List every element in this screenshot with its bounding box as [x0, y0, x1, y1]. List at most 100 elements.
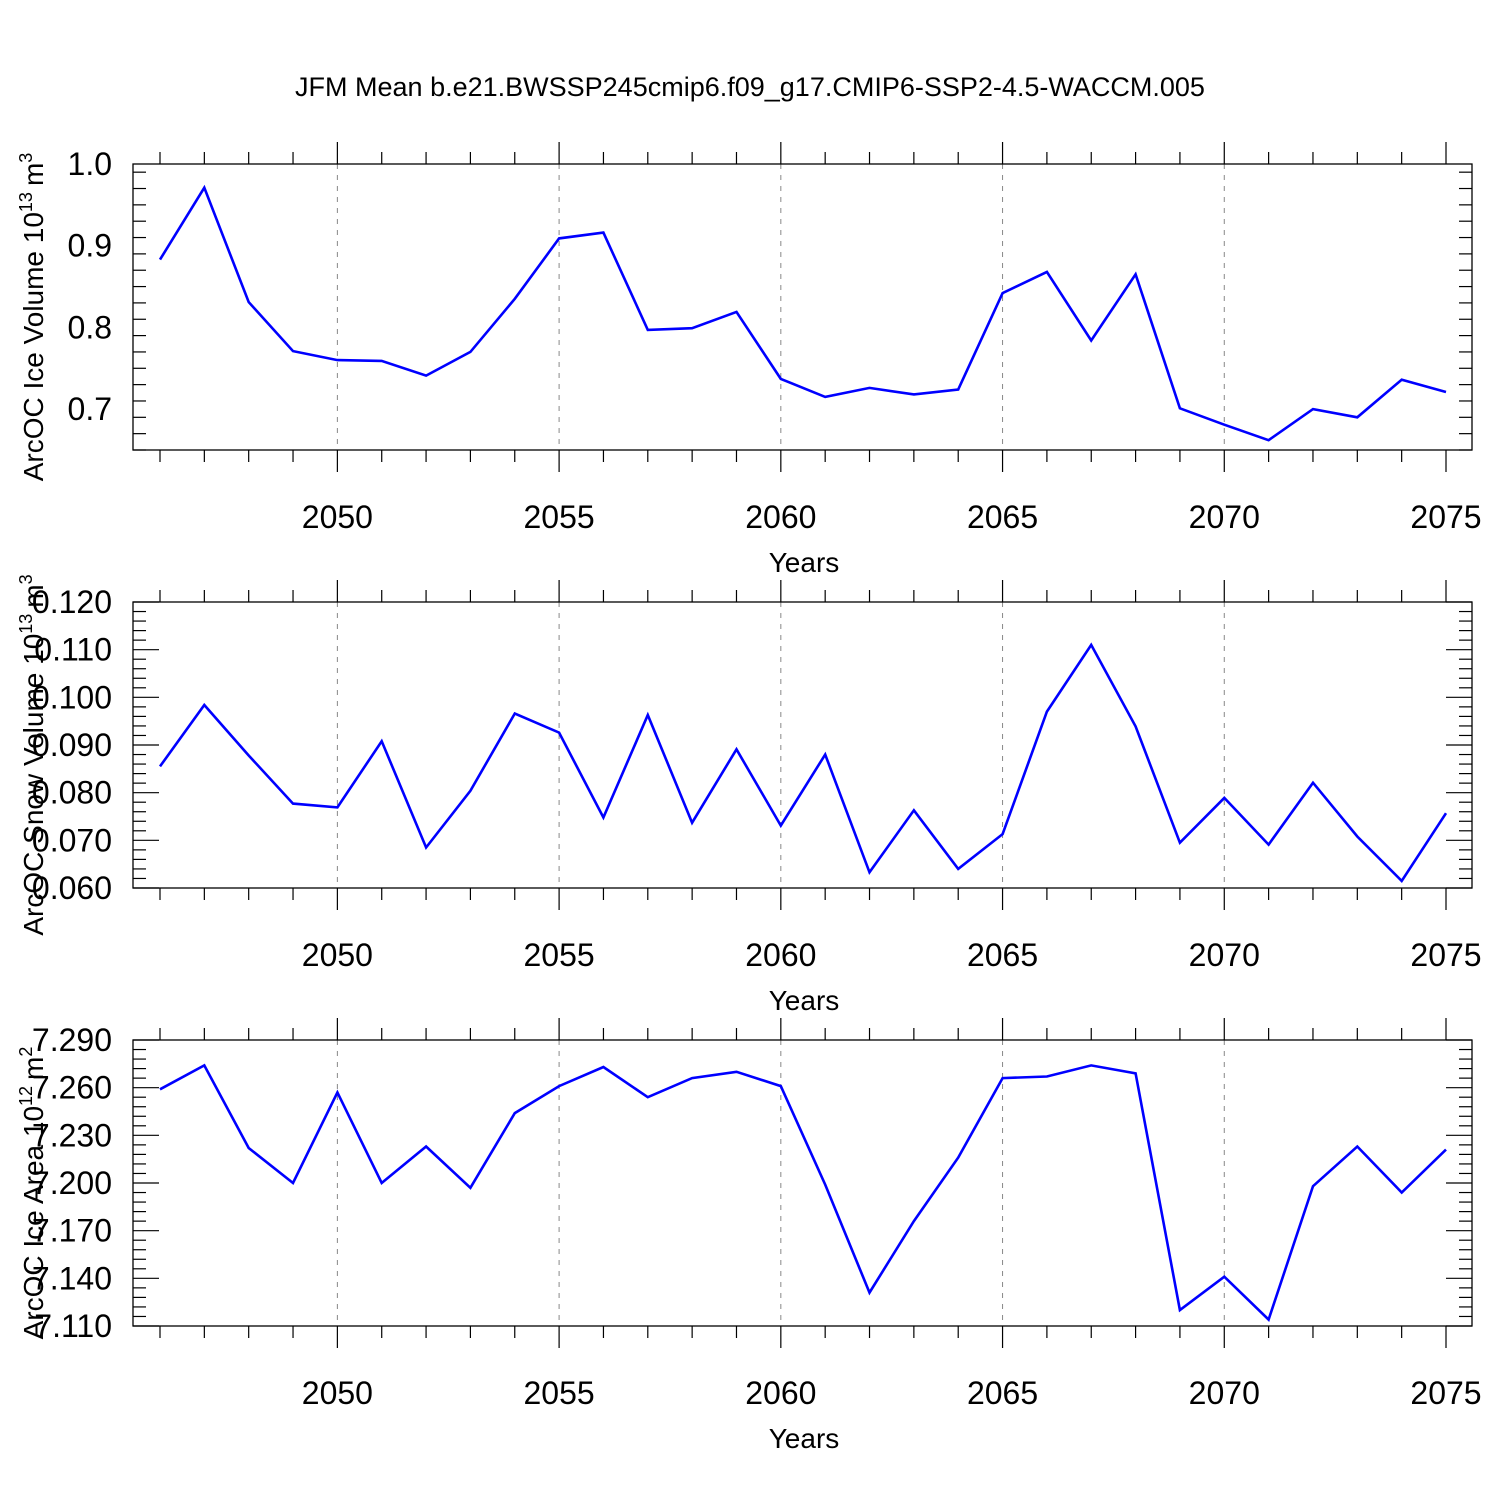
- data-point: [823, 753, 827, 757]
- chart-panel-1: 2050 2055 2060 2065 2070 2075 0.7 0.8 0.9 1.0 Year…: [16, 142, 1482, 578]
- series-line: [158, 642, 1448, 883]
- data-point: [424, 374, 428, 378]
- data-point: [1045, 270, 1049, 274]
- x-tick-label: 2070: [1189, 499, 1260, 535]
- x-tick-label: 2060: [745, 1375, 816, 1411]
- data-point: [335, 1090, 339, 1094]
- y-tick-label: 7.140: [32, 1260, 112, 1296]
- data-point: [1045, 1075, 1049, 1079]
- data-point: [291, 802, 295, 806]
- data-point: [1001, 1076, 1005, 1080]
- data-point: [1400, 1191, 1404, 1195]
- y-axis-label: ArcOC Ice Volume 1013 m3: [16, 153, 49, 482]
- data-point: [1267, 438, 1271, 442]
- data-point: [779, 1084, 783, 1088]
- y-tick-label: 7.290: [32, 1022, 112, 1058]
- x-tick-label: 2065: [967, 937, 1038, 973]
- data-point: [1400, 879, 1404, 883]
- data-point: [202, 186, 206, 190]
- data-point: [1355, 835, 1359, 839]
- data-point: [1267, 1318, 1271, 1322]
- x-tick-label: 2050: [302, 937, 373, 973]
- data-point: [1355, 415, 1359, 419]
- data-point: [513, 297, 517, 301]
- data-point: [1178, 406, 1182, 410]
- y-tick-label: 7.200: [32, 1165, 112, 1201]
- data-point: [868, 386, 872, 390]
- series-line: [159, 1063, 1447, 1322]
- y-tick-label: 0.9: [68, 228, 112, 264]
- data-point: [380, 359, 384, 363]
- data-point: [335, 358, 339, 362]
- y-tick-label: 7.230: [32, 1117, 112, 1153]
- y-axis-label-unit-exponent: 2: [16, 1047, 36, 1057]
- data-point: [513, 1111, 517, 1115]
- data-point: [779, 824, 783, 828]
- data-point: [291, 349, 295, 353]
- y-axis-label-unit: m: [18, 163, 49, 186]
- y-axis-label-text: ArcOC Ice Volume 10: [18, 212, 49, 481]
- data-point: [601, 231, 605, 235]
- data-point: [247, 300, 251, 304]
- data-point: [1045, 710, 1049, 714]
- x-tick-label: 2060: [745, 499, 816, 535]
- x-tick-label: 2070: [1189, 937, 1260, 973]
- data-point: [1311, 781, 1315, 785]
- y-axis-label: ArcOC Ice Area 1012 m2: [16, 1047, 49, 1340]
- y-axis-label: ArcOC Snow Volume 1013 m3: [16, 574, 49, 935]
- y-tick-label: 7.170: [32, 1213, 112, 1249]
- data-point: [1444, 1148, 1448, 1152]
- x-tick-label: 2075: [1410, 499, 1481, 535]
- data-point: [1001, 832, 1005, 836]
- y-tick-label: 0.060: [32, 870, 112, 906]
- data-point: [1089, 643, 1093, 647]
- x-tick-label: 2065: [967, 499, 1038, 535]
- data-point: [912, 808, 916, 812]
- data-point: [823, 1183, 827, 1187]
- data-point: [1178, 841, 1182, 845]
- data-point: [1134, 1071, 1138, 1075]
- y-tick-label: 0.070: [32, 822, 112, 858]
- y-axis-label-exponent: 13: [16, 614, 36, 634]
- data-point: [1444, 390, 1448, 394]
- data-point: [158, 258, 162, 262]
- x-axis-label: Years: [769, 547, 840, 578]
- x-tick-label: 2070: [1189, 1375, 1260, 1411]
- data-point: [1222, 796, 1226, 800]
- y-axis-label-unit-exponent: 3: [16, 574, 36, 584]
- data-point: [956, 388, 960, 392]
- plot-frame: [132, 163, 1473, 451]
- x-tick-label: 2075: [1410, 1375, 1481, 1411]
- y-tick-label: 0.080: [32, 775, 112, 811]
- x-tick-label: 2065: [967, 1375, 1038, 1411]
- data-point: [646, 328, 650, 332]
- data-point: [291, 1181, 295, 1185]
- y-tick-label: 0.8: [68, 309, 112, 345]
- data-point: [690, 1076, 694, 1080]
- data-point: [646, 713, 650, 717]
- data-point: [956, 867, 960, 871]
- data-point: [1178, 1308, 1182, 1312]
- x-axis-label: Years: [769, 1423, 840, 1454]
- data-point: [468, 1186, 472, 1190]
- data-point: [380, 739, 384, 743]
- data-point: [690, 821, 694, 825]
- y-axis-label-text: ArcOC Snow Volume 10: [18, 634, 49, 936]
- data-point: [247, 1146, 251, 1150]
- y-tick-label: 7.110: [34, 1308, 112, 1344]
- data-point: [247, 753, 251, 757]
- data-point: [1355, 1144, 1359, 1148]
- x-tick-label: 2075: [1410, 937, 1481, 973]
- data-point: [734, 310, 738, 314]
- data-point: [912, 1219, 916, 1223]
- y-axis-label-exponent: 13: [16, 192, 36, 212]
- data-point: [380, 1181, 384, 1185]
- data-point: [557, 236, 561, 240]
- data-point: [1134, 272, 1138, 276]
- data-point: [690, 326, 694, 330]
- data-point: [779, 377, 783, 381]
- data-point: [1311, 1184, 1315, 1188]
- y-axis-label-unit: m: [18, 1057, 49, 1080]
- data-point: [557, 731, 561, 735]
